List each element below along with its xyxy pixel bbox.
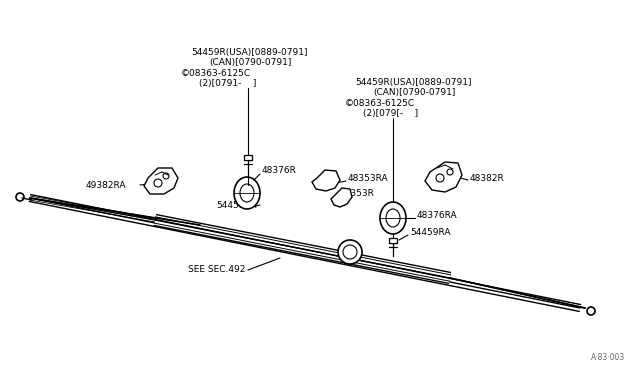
Ellipse shape [380,202,406,234]
Text: (CAN)[0790-0791]: (CAN)[0790-0791] [209,58,291,67]
Bar [389,238,397,243]
Text: 48376RA: 48376RA [417,211,458,219]
Text: ©08363-6125C: ©08363-6125C [345,99,415,108]
Text: ©08363-6125C: ©08363-6125C [181,68,251,77]
Text: 48353RA: 48353RA [348,173,388,183]
Text: SEE SEC.492: SEE SEC.492 [188,266,245,275]
Polygon shape [312,170,340,191]
Polygon shape [425,162,462,192]
Text: 54459RA: 54459RA [216,201,257,209]
Bar [244,155,252,160]
Text: 48382R: 48382R [470,173,505,183]
Text: 54459RA: 54459RA [410,228,451,237]
Ellipse shape [240,184,254,202]
Polygon shape [144,168,178,194]
Text: 54459R(USA)[0889-0791]: 54459R(USA)[0889-0791] [191,48,307,57]
Text: 54459R(USA)[0889-0791]: 54459R(USA)[0889-0791] [355,77,472,87]
Text: 48353R: 48353R [340,189,375,198]
Ellipse shape [234,177,260,209]
Circle shape [338,240,362,264]
Text: 48376R: 48376R [262,166,297,174]
Text: (2)[0791-    ]: (2)[0791- ] [199,78,257,87]
Text: A·83·003: A·83·003 [591,353,625,362]
Polygon shape [331,188,352,207]
Text: (CAN)[0790-0791]: (CAN)[0790-0791] [373,87,456,96]
Text: (2)[079[-    ]: (2)[079[- ] [363,109,418,118]
Ellipse shape [386,209,400,227]
Circle shape [343,245,357,259]
Text: 49382RA: 49382RA [86,180,127,189]
